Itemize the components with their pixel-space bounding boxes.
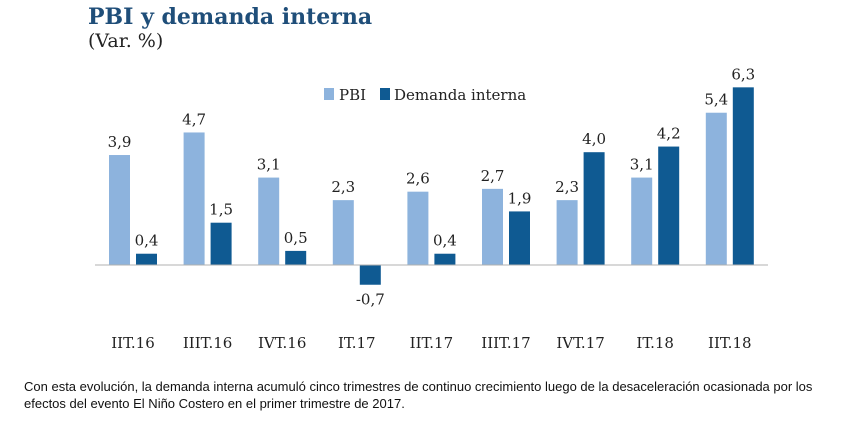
bar-demanda-iiit-16 [210,222,232,265]
category-label-ivt-16: IVT.16 [258,334,306,352]
value-label-demanda-it-17: -0,7 [356,291,385,309]
value-label-demanda-iiit-16: 1,5 [209,201,233,219]
bar-demanda-ivt-17 [583,152,605,265]
value-label-pbi-ivt-16: 3,1 [257,156,281,174]
value-label-pbi-iiit-17: 2,7 [481,167,505,185]
value-label-pbi-iit-17: 2,6 [406,170,430,188]
bar-pbi-ivt-16 [258,177,280,265]
value-label-demanda-it-18: 4,2 [657,125,681,143]
category-labels: IIT.16 IIIT.16 IVT.16 IT.17 IIT.17 IIIT.17 IVT… [111,334,751,352]
value-label-pbi-iiit-16: 4,7 [182,110,206,128]
value-label-demanda-iiit-17: 1,9 [508,189,532,207]
data-labels: 3,9 0,4 4,7 1,5 3,1 0,5 2,3 -0,7 2,6 0,4 2,71,9 2,3… [108,65,756,308]
value-label-demanda-ivt-17: 4,0 [582,130,606,148]
bar-demanda-iiit-17 [509,211,530,265]
value-label-demanda-iit-18: 6,3 [731,65,755,83]
caption-text: Con esta evolución, la demanda interna a… [24,379,813,411]
bar-pbi-iiit-16 [183,132,205,265]
value-label-pbi-iit-16: 3,9 [108,133,132,151]
category-label-iit-18: IIT.18 [708,334,752,352]
category-label-iiit-17: IIIT.17 [481,334,530,352]
bar-pbi-it-17 [332,200,354,265]
bar-pbi-ivt-17 [556,200,578,265]
bar-pbi-iit-16 [109,155,130,265]
bar-pbi-it-18 [631,177,653,265]
bar-demanda-iit-16 [136,253,157,265]
bar-demanda-it-17 [359,265,381,285]
legend-swatch-pbi [324,88,334,100]
bar-chart: PBI Demanda interna 3,9 0,4 4,7 1,5 3,1 0,5 2,3… [95,65,768,352]
bar-pbi-iit-18 [705,112,727,265]
bar-demanda-iit-17 [434,253,456,265]
bar-demanda-iit-18 [732,87,754,265]
value-label-pbi-iit-18: 5,4 [704,91,728,109]
value-label-demanda-ivt-16: 0,5 [284,229,308,247]
legend: PBI Demanda interna [324,86,526,104]
legend-swatch-demanda [380,88,390,100]
chart-title: PBI y demanda interna [88,4,373,30]
bars-group [109,87,754,285]
category-label-it-18: IT.18 [636,334,674,352]
category-label-it-17: IT.17 [338,334,376,352]
value-label-demanda-iit-17: 0,4 [433,232,457,250]
bar-demanda-ivt-16 [285,250,307,265]
value-label-pbi-ivt-17: 2,3 [555,178,579,196]
bar-pbi-iiit-17 [482,188,503,265]
category-label-iiit-16: IIIT.16 [183,334,232,352]
legend-label-pbi: PBI [339,86,366,104]
value-label-demanda-iit-16: 0,4 [135,232,159,250]
bar-demanda-it-18 [658,146,680,265]
category-label-ivt-17: IVT.17 [556,334,604,352]
legend-label-demanda: Demanda interna [394,86,526,104]
bar-pbi-iit-17 [407,191,429,265]
category-label-iit-17: IIT.17 [410,334,454,352]
value-label-pbi-it-17: 2,3 [331,178,355,196]
category-label-iit-16: IIT.16 [111,334,155,352]
value-label-pbi-it-18: 3,1 [630,156,654,174]
chart-subtitle: (Var. %) [88,30,164,52]
